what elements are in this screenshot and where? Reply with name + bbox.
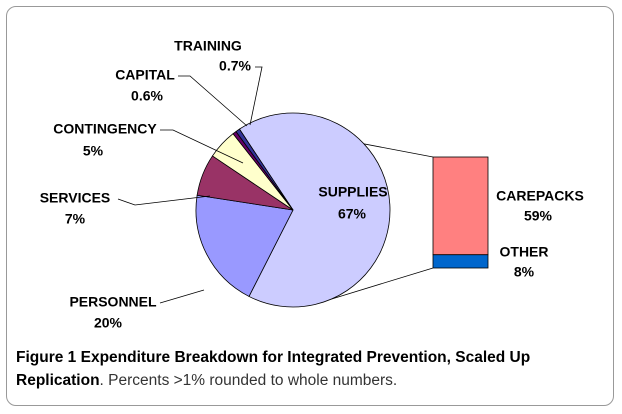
slice-value-label: 7% — [65, 211, 86, 227]
slice-label: PERSONNEL — [69, 294, 157, 310]
bar-label: OTHER — [500, 244, 549, 260]
pie-slice — [238, 112, 391, 308]
slice-label: CAPITAL — [115, 67, 175, 83]
caption-text: . Percents >1% rounded to whole numbers. — [99, 372, 398, 389]
leader-line — [159, 289, 205, 304]
bar-segment — [432, 156, 489, 256]
connector — [331, 267, 434, 300]
slice-value-label: 0.6% — [131, 88, 163, 104]
leader-line — [178, 75, 248, 127]
pie-slice — [235, 128, 294, 211]
slice-label: TRAINING — [174, 38, 242, 54]
caption-title: Expenditure Breakdown for Integrated Pre… — [16, 349, 531, 389]
pie-slice — [195, 194, 294, 297]
slice-label: SUPPLIES — [318, 184, 387, 200]
caption-label: Figure 1 — [16, 349, 77, 366]
slice-value-label: 20% — [94, 315, 123, 331]
leader-line — [160, 129, 244, 164]
bar-value-label: 8% — [514, 264, 535, 280]
leader-line — [249, 66, 263, 126]
slice-label: SERVICES — [40, 190, 111, 206]
slice-label: CONTINGENCY — [53, 121, 157, 137]
caption: Figure 1 Expenditure Breakdown for Integ… — [16, 346, 616, 392]
leader-line — [117, 195, 211, 206]
bar-value-label: 59% — [524, 208, 553, 224]
bar-segment — [432, 254, 489, 269]
bar-label: CAREPACKS — [496, 188, 584, 204]
slice-value-label: 0.7% — [219, 58, 251, 74]
slice-value-label: 5% — [83, 143, 104, 159]
frame — [6, 6, 614, 406]
slice-value-label: 67% — [338, 206, 367, 222]
chart: SUPPLIES 67% PERSONNEL 20% SERVICES 7% CONTING… — [40, 38, 584, 331]
